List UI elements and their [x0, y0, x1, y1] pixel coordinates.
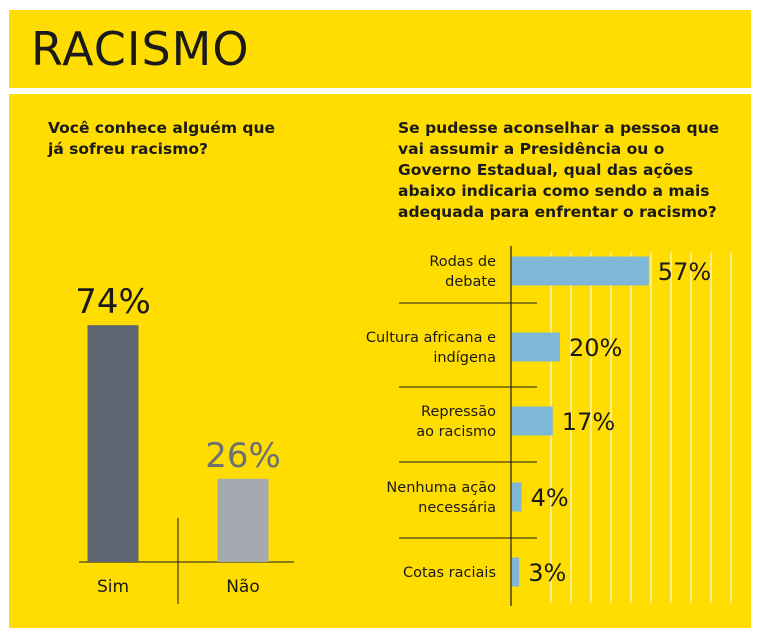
h-category-label: ao racismo	[416, 424, 496, 440]
left-chart-title: Você conhece alguém que já sofreu racism…	[48, 119, 276, 158]
bar-0	[87, 325, 139, 562]
h-bar-4	[512, 557, 520, 587]
h-bar-1	[512, 332, 560, 362]
right-bar-chart: 57% Rodas de debate 20% Cultura africana e in…	[366, 246, 732, 606]
h-bar-value-label: 20%	[569, 334, 622, 362]
h-bar-2	[512, 406, 553, 436]
category-label: Sim	[97, 577, 129, 597]
h-category-label: Rodas de	[429, 254, 496, 270]
h-category-label: necessária	[418, 500, 496, 516]
chart-panel: Você conhece alguém que já sofreu racism…	[9, 94, 751, 628]
h-bar-3	[512, 482, 522, 512]
h-bar-value-label: 3%	[528, 559, 566, 587]
h-category-label: Nenhuma ação	[386, 480, 496, 496]
category-label: Não	[226, 577, 260, 597]
bar-value-label: 26%	[205, 436, 281, 476]
h-bar-value-label: 17%	[562, 408, 615, 436]
h-category-label: Cotas raciais	[403, 565, 496, 581]
bar-1	[217, 478, 269, 562]
h-bar-value-label: 4%	[531, 484, 569, 512]
page-title: RACISMO	[31, 22, 250, 76]
bar-value-label: 74%	[75, 282, 151, 322]
h-category-label: debate	[445, 274, 496, 290]
right-chart-title: Se pudesse aconselhar a pessoa que vai a…	[398, 119, 720, 221]
h-category-label: indígena	[433, 350, 496, 366]
h-bar-value-label: 57%	[658, 258, 711, 286]
h-bar-0	[512, 256, 649, 286]
h-category-label: Repressão	[421, 404, 496, 420]
header-panel: RACISMO	[9, 10, 751, 88]
h-category-label: Cultura africana e	[366, 330, 496, 346]
left-bar-chart: 74% Sim 26% Não	[75, 282, 294, 604]
